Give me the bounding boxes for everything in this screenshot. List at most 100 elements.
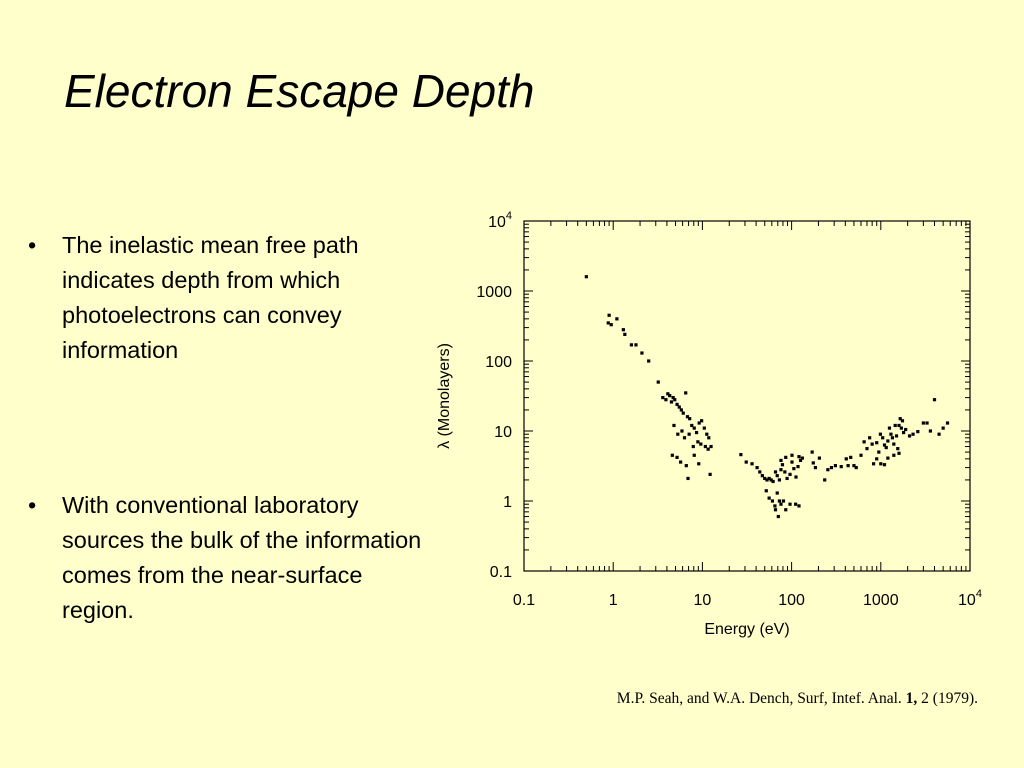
data-point [941, 426, 945, 430]
bullet-dot: • [28, 232, 37, 258]
data-point [901, 430, 906, 435]
data-point [700, 419, 704, 423]
data-point [826, 468, 830, 472]
data-point [765, 478, 769, 482]
data-point [790, 453, 794, 457]
data-point [763, 476, 767, 481]
x-tick-label: 1 [609, 592, 618, 609]
data-point [849, 455, 853, 459]
data-point [898, 417, 902, 421]
data-point [623, 332, 627, 336]
data-point [688, 417, 692, 421]
data-point [707, 436, 711, 440]
data-point [681, 411, 685, 415]
data-point [682, 436, 687, 440]
data-point [775, 474, 779, 478]
data-point [764, 489, 768, 493]
data-point [797, 504, 801, 508]
data-point [854, 466, 858, 470]
data-point [811, 461, 815, 465]
data-point [699, 442, 703, 446]
data-point [769, 478, 773, 482]
bullet-text-1: The inelastic mean free path indicates d… [62, 232, 359, 363]
y-tick-label: 1 [503, 494, 512, 511]
x-tick-label: 1000 [863, 592, 899, 609]
data-point [886, 439, 890, 443]
data-point [656, 380, 660, 384]
data-point [846, 464, 850, 468]
data-point [790, 460, 794, 464]
data-point [706, 447, 710, 451]
data-point [773, 470, 778, 474]
data-point [777, 499, 782, 503]
data-point [690, 423, 694, 428]
data-point [798, 458, 803, 463]
data-point [894, 434, 899, 438]
data-point [767, 476, 771, 481]
data-point [875, 441, 879, 445]
data-point [691, 444, 695, 449]
data-point [675, 455, 679, 459]
data-point [672, 423, 676, 428]
data-point [839, 465, 843, 469]
data-point [621, 328, 625, 332]
citation: M.P. Seah, and W.A. Dench, Surf, Intef. … [617, 690, 978, 708]
x-tick-label: 0.1 [513, 592, 535, 609]
data-point [878, 432, 883, 436]
data-point [760, 474, 764, 478]
data-point [773, 508, 778, 512]
data-point [767, 496, 771, 500]
data-point [813, 466, 818, 470]
data-point [907, 434, 912, 438]
data-point [607, 313, 611, 317]
data-point [829, 466, 834, 470]
bullet-item-1: • The inelastic mean free path indicates… [24, 228, 434, 368]
bullet-dot: • [28, 492, 37, 518]
x-tick-label: 100 [778, 592, 805, 609]
y-axis-label: λ (Monolayers) [436, 343, 453, 449]
data-point [750, 462, 754, 466]
data-point [884, 445, 888, 450]
data-point [584, 275, 588, 279]
data-point [708, 472, 712, 476]
data-point [932, 398, 937, 402]
citation-authors: M.P. Seah, and W.A. Dench, Surf, Intef. … [616, 690, 906, 707]
data-point [887, 426, 892, 430]
data-point [892, 442, 896, 446]
data-point [673, 398, 677, 402]
data-point [881, 436, 885, 440]
x-tick-label: 104 [958, 588, 982, 609]
data-point [679, 408, 683, 412]
data-point [823, 478, 827, 482]
bullet-text-2: With conventional laboratory sources the… [62, 492, 422, 623]
citation-volume: 1, [905, 690, 918, 707]
data-point [833, 464, 838, 468]
data-point [755, 466, 759, 470]
data-point [702, 426, 706, 430]
data-point [697, 462, 701, 466]
data-point [680, 429, 684, 433]
data-point [792, 467, 796, 471]
y-tick-label: 1000 [476, 284, 512, 301]
plot-frame [523, 220, 971, 572]
data-point [852, 464, 856, 468]
y-tick-label: 0.1 [490, 564, 512, 581]
data-point [893, 423, 897, 428]
data-point [882, 463, 887, 467]
data-point [771, 479, 775, 484]
data-point [921, 421, 925, 425]
data-point [877, 450, 881, 454]
data-point [776, 514, 780, 519]
data-point [900, 419, 905, 423]
data-point [686, 476, 690, 481]
data-point [669, 400, 674, 404]
data-point [800, 456, 804, 460]
data-point [668, 394, 672, 398]
data-point [609, 323, 613, 327]
data-point [671, 396, 675, 400]
data-point [694, 430, 699, 435]
data-point [779, 458, 783, 463]
data-point [697, 421, 701, 425]
data-point [794, 502, 798, 506]
